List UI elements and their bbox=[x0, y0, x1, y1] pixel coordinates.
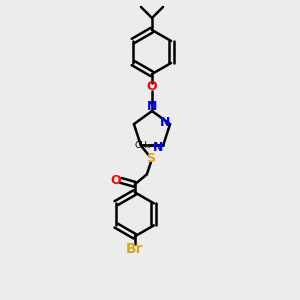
Text: O: O bbox=[147, 80, 157, 94]
Text: Br: Br bbox=[126, 242, 144, 256]
Text: O: O bbox=[110, 174, 121, 187]
Text: N: N bbox=[153, 141, 164, 154]
Text: N: N bbox=[160, 116, 170, 129]
Text: N: N bbox=[147, 100, 157, 113]
Text: CH₃: CH₃ bbox=[135, 141, 152, 150]
Text: S: S bbox=[146, 152, 155, 165]
